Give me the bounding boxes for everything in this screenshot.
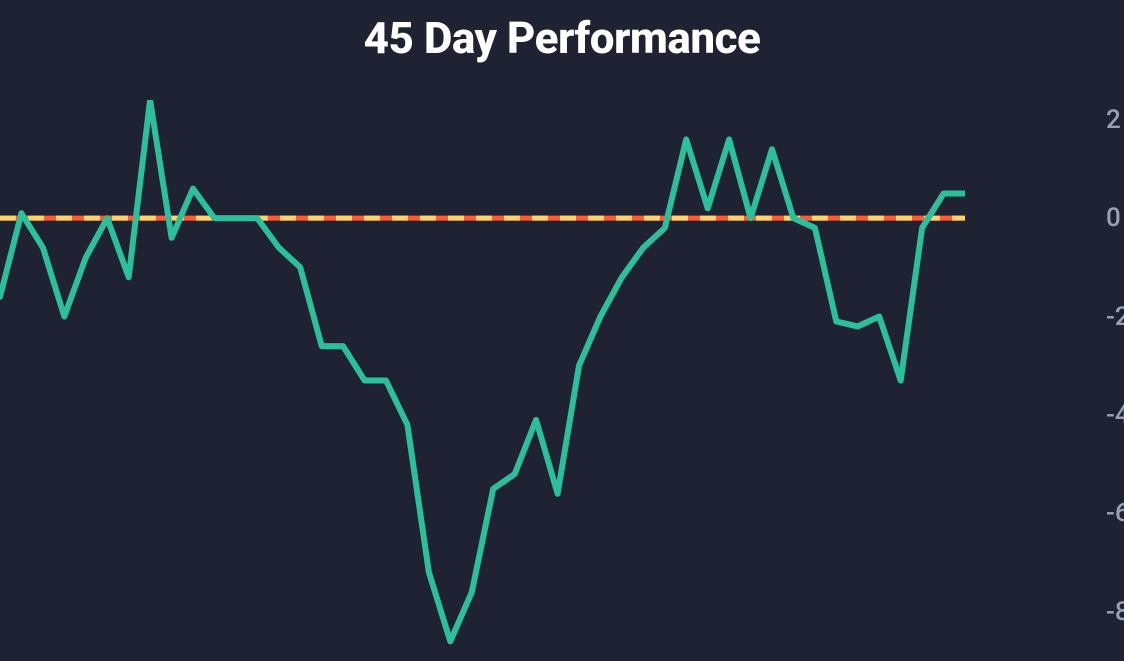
- y-axis-tick-label: 0 Units: [1106, 203, 1124, 233]
- y-axis-tick-label: -8 Units: [1106, 597, 1124, 627]
- chart-title: 45 Day Performance: [0, 12, 1124, 64]
- y-axis-tick-label: -6 Units: [1106, 498, 1124, 528]
- y-axis-tick-label: -2 Units: [1106, 302, 1124, 332]
- y-axis-tick-label: -4 Units: [1106, 400, 1124, 430]
- chart-plot-area: [0, 100, 965, 661]
- y-axis-tick-label: 2 Units: [1106, 105, 1124, 135]
- chart-svg: [0, 100, 965, 661]
- performance-chart-panel: 45 Day Performance 2 Units 0 Units -2 Unit…: [0, 0, 1124, 661]
- performance-series-line: [0, 100, 965, 641]
